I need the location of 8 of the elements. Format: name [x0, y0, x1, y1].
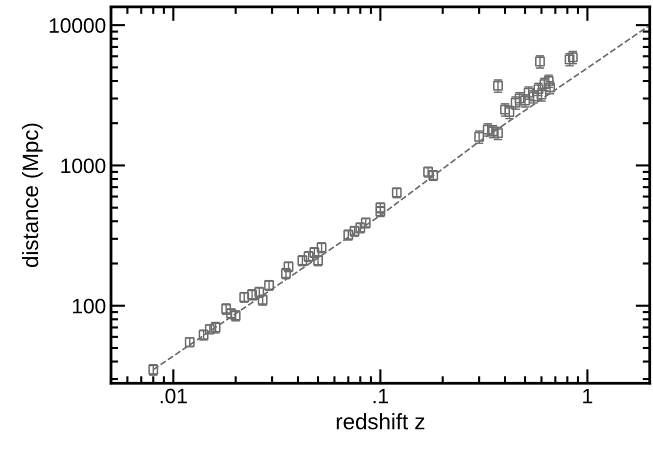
- x-axis-title: redshift z: [336, 413, 424, 430]
- y-tick-label: 100: [72, 298, 106, 314]
- x-tick-label: .1: [374, 388, 388, 404]
- y-tick-label: 1000: [61, 158, 106, 174]
- x-tick-label: .01: [160, 388, 187, 404]
- y-tick-label: 10000: [50, 18, 106, 33]
- x-tick-label: 1: [583, 388, 592, 404]
- y-axis-title: distance (Mpc): [22, 124, 43, 267]
